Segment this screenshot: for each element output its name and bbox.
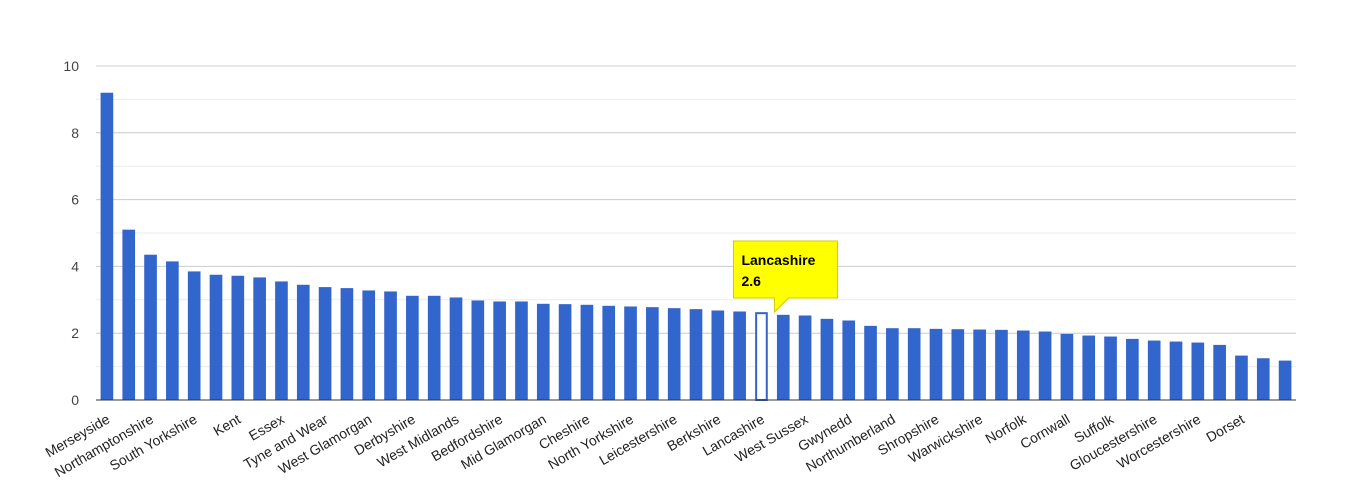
bar[interactable]: [973, 329, 986, 400]
tooltip-box: [732, 240, 838, 314]
bar[interactable]: [798, 315, 812, 400]
y-axis: 0 2 4 6 8 10: [63, 58, 79, 408]
bar[interactable]: [646, 307, 659, 400]
x-tick-label: Dorset: [1203, 411, 1247, 446]
bar[interactable]: [886, 328, 899, 400]
bar[interactable]: [1126, 338, 1139, 400]
bar[interactable]: [100, 92, 114, 400]
bar[interactable]: [624, 306, 637, 400]
bar[interactable]: [951, 329, 965, 400]
bar[interactable]: [580, 304, 594, 400]
bar[interactable]: [318, 287, 332, 400]
y-tick-label: 2: [71, 325, 79, 341]
bar[interactable]: [296, 284, 310, 400]
bar[interactable]: [1038, 331, 1052, 400]
bar[interactable]: [536, 303, 550, 400]
bar[interactable]: [1147, 340, 1161, 400]
bar[interactable]: [362, 290, 376, 400]
bar[interactable]: [842, 320, 856, 400]
tooltip: Lancashire 2.6: [732, 240, 838, 314]
bar[interactable]: [1278, 360, 1292, 400]
bar[interactable]: [820, 318, 834, 400]
bar[interactable]: [340, 288, 354, 400]
bar[interactable]: [907, 328, 921, 400]
bar[interactable]: [1191, 342, 1205, 400]
bar[interactable]: [755, 312, 768, 401]
tooltip-label: Lancashire: [741, 252, 815, 268]
bar[interactable]: [711, 310, 725, 400]
y-tick-label: 0: [71, 392, 79, 408]
bar[interactable]: [144, 254, 157, 400]
bar[interactable]: [995, 329, 1008, 400]
bars: [100, 92, 1292, 401]
bar[interactable]: [275, 281, 288, 400]
bar[interactable]: [122, 229, 136, 400]
bar[interactable]: [493, 301, 506, 400]
bar[interactable]: [1016, 330, 1030, 400]
bar[interactable]: [733, 311, 746, 400]
bar[interactable]: [449, 297, 463, 400]
bar[interactable]: [1169, 341, 1183, 400]
y-tick-label: 10: [63, 58, 79, 74]
bar[interactable]: [602, 305, 616, 400]
bar[interactable]: [689, 309, 703, 400]
bar[interactable]: [231, 275, 245, 400]
bar[interactable]: [1235, 355, 1248, 400]
bar[interactable]: [667, 308, 681, 400]
y-tick-label: 8: [71, 125, 79, 141]
bar[interactable]: [1082, 335, 1096, 400]
tooltip-value: 2.6: [741, 273, 761, 289]
bar[interactable]: [515, 301, 528, 400]
bar[interactable]: [1060, 333, 1074, 400]
bar[interactable]: [776, 314, 790, 400]
bar[interactable]: [1256, 358, 1270, 400]
bar[interactable]: [1104, 336, 1117, 400]
bar[interactable]: [427, 295, 441, 400]
bar[interactable]: [166, 261, 179, 400]
bar[interactable]: [253, 277, 266, 400]
bar[interactable]: [406, 295, 419, 400]
grid-lines: [96, 65, 1296, 368]
bar[interactable]: [471, 300, 485, 400]
bar[interactable]: [384, 291, 397, 400]
bar[interactable]: [187, 271, 201, 400]
bar[interactable]: [1213, 344, 1226, 400]
x-tick-label: Kent: [210, 411, 243, 439]
bar[interactable]: [929, 328, 943, 400]
y-tick-label: 6: [71, 192, 79, 208]
x-tick-label: Cornwall: [1017, 411, 1072, 452]
y-tick-label: 4: [71, 258, 79, 274]
bar[interactable]: [209, 274, 223, 400]
bar[interactable]: [864, 325, 877, 400]
bar[interactable]: [558, 304, 572, 400]
